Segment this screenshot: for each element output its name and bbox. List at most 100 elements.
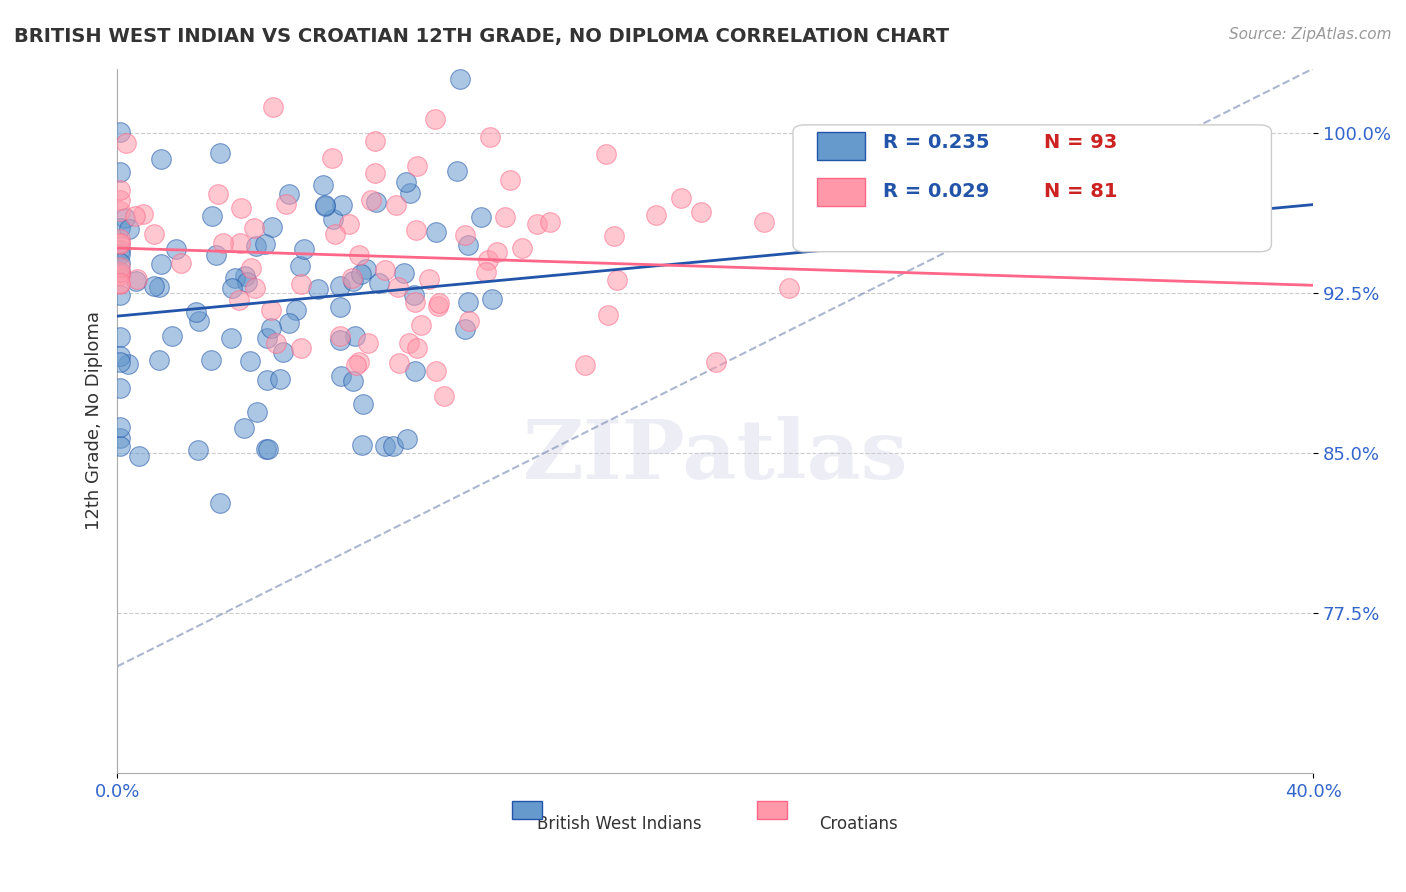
Point [114, 136, 136, 150]
Bar [817, 178, 865, 206]
Text: Croatians: Croatians [820, 815, 898, 833]
Point [330, 198, 353, 212]
Point [108, 246, 131, 260]
Point [260, 303, 283, 318]
Point [475, 265, 498, 279]
Point [669, 191, 692, 205]
Point [207, 187, 229, 202]
Point [221, 281, 243, 295]
Point [108, 243, 131, 257]
Point [266, 336, 288, 351]
Text: N = 93: N = 93 [1045, 133, 1118, 152]
Point [778, 281, 800, 295]
Point [245, 280, 267, 294]
Point [131, 207, 153, 221]
Point [288, 260, 311, 274]
Point [114, 211, 136, 226]
Bar [817, 132, 865, 161]
Point [754, 215, 776, 229]
Point [314, 197, 336, 211]
Point [603, 228, 626, 243]
Point [423, 112, 446, 127]
Point [330, 368, 353, 383]
Text: Source: ZipAtlas.com: Source: ZipAtlas.com [1229, 27, 1392, 42]
Point [323, 227, 346, 241]
Point [256, 331, 278, 345]
Point [108, 277, 131, 291]
Point [526, 217, 548, 231]
Point [108, 439, 131, 453]
Point [470, 211, 492, 225]
Point [457, 238, 479, 252]
Point [342, 374, 364, 388]
Point [342, 270, 364, 285]
Point [148, 352, 170, 367]
Point [360, 193, 382, 207]
Point [363, 166, 385, 180]
Point [149, 257, 172, 271]
Point [292, 242, 315, 256]
Point [354, 262, 377, 277]
Point [228, 293, 250, 307]
Point [364, 195, 387, 210]
Point [425, 225, 447, 239]
Point [481, 292, 503, 306]
Point [402, 288, 425, 302]
Point [201, 210, 224, 224]
Point [224, 271, 246, 285]
Point [328, 279, 350, 293]
Point [329, 334, 352, 348]
Text: ZIPatlas: ZIPatlas [523, 416, 908, 496]
Point [458, 313, 481, 327]
Point [706, 354, 728, 368]
Bar [512, 801, 541, 819]
Point [108, 165, 131, 179]
Point [328, 300, 350, 314]
Point [254, 236, 277, 251]
Text: R = 0.235: R = 0.235 [883, 133, 990, 152]
Point [385, 198, 408, 212]
Point [233, 269, 256, 284]
Point [209, 496, 232, 510]
Point [236, 275, 259, 289]
Point [205, 248, 228, 262]
Point [645, 208, 668, 222]
Point [418, 272, 440, 286]
Point [486, 245, 509, 260]
Point [321, 151, 343, 165]
Point [574, 358, 596, 372]
Point [278, 316, 301, 330]
Point [108, 203, 131, 218]
Point [242, 221, 264, 235]
Point [690, 205, 713, 219]
Point [257, 442, 280, 456]
Point [108, 419, 131, 434]
Point [108, 125, 131, 139]
Point [494, 210, 516, 224]
Point [405, 223, 427, 237]
Point [404, 295, 426, 310]
Point [160, 329, 183, 343]
Point [260, 321, 283, 335]
Point [433, 389, 456, 403]
Point [426, 299, 449, 313]
Point [108, 349, 131, 363]
Point [307, 282, 329, 296]
Point [208, 145, 231, 160]
Point [238, 354, 260, 368]
Point [285, 303, 308, 318]
Point [404, 364, 426, 378]
Point [219, 331, 242, 345]
Point [108, 277, 131, 291]
Text: R = 0.029: R = 0.029 [883, 182, 988, 202]
Point [229, 236, 252, 251]
Point [596, 308, 619, 322]
Point [314, 199, 336, 213]
Point [117, 357, 139, 371]
Point [262, 219, 284, 234]
Point [425, 364, 447, 378]
Point [271, 344, 294, 359]
Point [381, 439, 404, 453]
Point [108, 431, 131, 445]
Point [396, 432, 419, 446]
